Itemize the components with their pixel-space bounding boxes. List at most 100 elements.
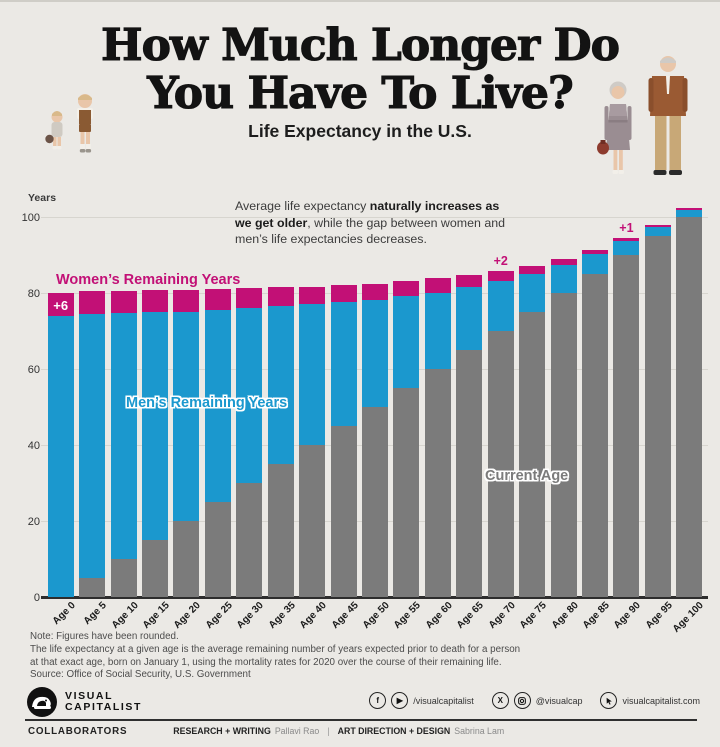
website-cursor-icon bbox=[600, 692, 618, 709]
segment-women-s-remaining-years-extra-years-beyond-men-s bbox=[362, 283, 388, 300]
segment-current-age bbox=[267, 464, 294, 597]
legend-current-age: Current Age bbox=[485, 468, 569, 484]
note-line: Note: Figures have been rounded. bbox=[30, 631, 179, 642]
bar-age-90 bbox=[613, 237, 640, 597]
bar-age-10 bbox=[110, 290, 137, 597]
bar-age-0 bbox=[47, 293, 74, 597]
segment-current-age bbox=[393, 388, 420, 597]
segment-current-age bbox=[110, 559, 137, 597]
annotation-post: , while the gap between women and men’s … bbox=[235, 215, 505, 247]
segment-women-s-remaining-years-extra-years-beyond-men-s bbox=[519, 265, 546, 274]
segment-women-s-remaining-years-extra-years-beyond-men-s bbox=[644, 224, 671, 227]
segment-men-s-remaining-years bbox=[613, 241, 640, 255]
segment-women-s-remaining-years-extra-years-beyond-men-s bbox=[330, 285, 357, 303]
legend-mens-remaining-years: Men’s Remaining Years bbox=[126, 395, 288, 411]
children-figurines-image bbox=[45, 94, 93, 153]
bar-age-25 bbox=[204, 289, 231, 597]
bar-age-100 bbox=[676, 208, 703, 597]
x-axis-line bbox=[41, 596, 708, 599]
segment-current-age bbox=[142, 539, 168, 597]
social-links-row: f ▶ /visualcapitalist X @visualcap visua… bbox=[369, 692, 700, 709]
segment-women-s-remaining-years-extra-years-beyond-men-s bbox=[236, 288, 263, 309]
segment-current-age bbox=[424, 369, 451, 597]
segment-women-s-remaining-years-extra-years-beyond-men-s bbox=[299, 286, 326, 305]
segment-women-s-remaining-years-extra-years-beyond-men-s bbox=[110, 290, 137, 314]
footnotes: Note: Figures have been rounded. The lif… bbox=[30, 631, 520, 682]
y-tick-20: 20 bbox=[27, 516, 40, 528]
segment-men-s-remaining-years bbox=[110, 313, 137, 559]
y-tick-0: 0 bbox=[33, 592, 40, 604]
note-line: at that exact age, born on January 1, us… bbox=[30, 656, 502, 668]
bar-age-5 bbox=[79, 291, 106, 597]
segment-men-s-remaining-years bbox=[79, 313, 106, 578]
segment-current-age bbox=[582, 273, 608, 597]
segment-current-age bbox=[456, 349, 483, 597]
segment-women-s-remaining-years-extra-years-beyond-men-s bbox=[267, 287, 294, 307]
segment-men-s-remaining-years bbox=[236, 308, 263, 483]
plot-area: +6 +2 +1 bbox=[41, 205, 708, 599]
segment-current-age bbox=[362, 406, 388, 597]
collaborators-separator: | bbox=[327, 726, 330, 736]
segment-men-s-remaining-years bbox=[267, 306, 294, 464]
segment-current-age bbox=[299, 445, 326, 597]
bar-age-55 bbox=[393, 280, 420, 597]
bar-age-95 bbox=[644, 224, 671, 597]
bar-age-50 bbox=[362, 283, 388, 598]
research-writing-label: RESEARCH + WRITING bbox=[173, 726, 271, 736]
collaborators-row: COLLABORATORS RESEARCH + WRITING Pallavi… bbox=[28, 726, 512, 737]
bar-age-60 bbox=[424, 278, 451, 597]
bar-age-65 bbox=[456, 274, 483, 597]
footer-divider bbox=[25, 719, 697, 721]
segment-men-s-remaining-years bbox=[47, 315, 74, 597]
gap-annotation-age-0: +6 bbox=[53, 297, 69, 313]
segment-current-age bbox=[79, 578, 106, 597]
facebook-youtube-handle: /visualcapitalist bbox=[413, 695, 474, 706]
segment-women-s-remaining-years-extra-years-beyond-men-s bbox=[204, 289, 231, 311]
legend-womens-remaining-years: Women’s Remaining Years bbox=[56, 272, 241, 288]
y-axis: 0 20 40 60 80 100 bbox=[0, 205, 40, 604]
art-direction-label: ART DIRECTION + DESIGN bbox=[337, 726, 451, 736]
visual-capitalist-logo: VISUAL CAPITALIST bbox=[26, 686, 142, 718]
y-axis-unit-label: Years bbox=[28, 192, 57, 204]
title-line-1: How Much Longer Do bbox=[100, 20, 620, 71]
x-twitter-icon: X bbox=[491, 692, 509, 709]
bar-age-35 bbox=[267, 287, 294, 597]
segment-current-age bbox=[236, 483, 263, 597]
brand-name: VISUAL CAPITALIST bbox=[65, 689, 142, 714]
bar-age-75 bbox=[519, 265, 546, 597]
brand-line-1: VISUAL bbox=[65, 689, 114, 702]
x-instagram-handle: @visualcap bbox=[535, 695, 583, 706]
segment-women-s-remaining-years-extra-years-beyond-men-s bbox=[582, 250, 608, 255]
facebook-icon: f bbox=[369, 692, 387, 709]
segment-men-s-remaining-years bbox=[550, 265, 577, 293]
segment-women-s-remaining-years-extra-years-beyond-men-s bbox=[393, 280, 420, 297]
segment-current-age bbox=[204, 501, 231, 597]
website-url: visualcapitalist.com bbox=[622, 695, 700, 706]
art-direction-name: Sabrina Lam bbox=[454, 726, 505, 736]
segment-women-s-remaining-years-extra-years-beyond-men-s bbox=[79, 291, 106, 314]
bar-age-30 bbox=[236, 288, 263, 597]
segment-men-s-remaining-years bbox=[204, 310, 231, 502]
y-tick-60: 60 bbox=[27, 364, 40, 376]
bar-age-45 bbox=[330, 285, 357, 597]
gap-annotation-age-70: +2 bbox=[493, 253, 508, 268]
segment-men-s-remaining-years bbox=[487, 281, 514, 331]
segment-men-s-remaining-years bbox=[299, 304, 326, 445]
segment-men-s-remaining-years bbox=[424, 292, 451, 369]
segment-current-age bbox=[676, 217, 703, 597]
bar-age-15 bbox=[142, 290, 168, 597]
segment-women-s-remaining-years-extra-years-beyond-men-s bbox=[550, 259, 577, 266]
title-line-2: You Have To Live? bbox=[147, 68, 575, 119]
instagram-icon bbox=[513, 692, 531, 709]
segment-men-s-remaining-years bbox=[582, 254, 608, 274]
segment-current-age bbox=[644, 236, 671, 597]
y-tick-80: 80 bbox=[27, 288, 40, 300]
chart-annotation-text: Average life expectancy naturally increa… bbox=[235, 198, 509, 248]
segment-men-s-remaining-years bbox=[456, 287, 483, 350]
gridline-100 bbox=[41, 217, 708, 218]
segment-men-s-remaining-years bbox=[330, 302, 357, 426]
segment-current-age bbox=[550, 293, 577, 597]
segment-current-age bbox=[487, 330, 514, 597]
segment-men-s-remaining-years bbox=[362, 299, 388, 407]
